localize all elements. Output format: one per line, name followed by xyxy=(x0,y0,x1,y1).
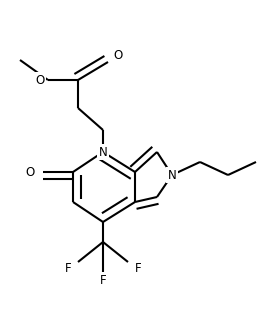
Text: N: N xyxy=(99,145,107,158)
Text: O: O xyxy=(35,73,45,87)
Text: F: F xyxy=(135,262,141,275)
Text: F: F xyxy=(65,262,71,275)
Text: O: O xyxy=(113,48,123,61)
Text: N: N xyxy=(168,169,176,182)
Text: F: F xyxy=(100,274,106,287)
Text: O: O xyxy=(25,165,34,179)
